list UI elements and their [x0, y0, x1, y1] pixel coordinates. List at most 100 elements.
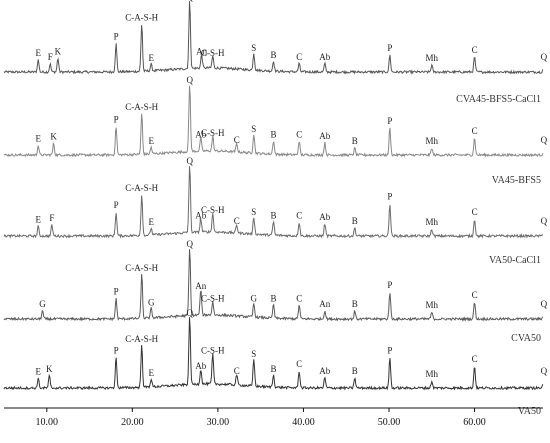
- peak-label: P: [387, 116, 392, 126]
- peak-label: P: [387, 345, 392, 355]
- peak-label: C-A-S-H: [125, 12, 158, 22]
- peak-label: C-S-H: [201, 345, 225, 355]
- peak-label: Ab: [195, 361, 206, 371]
- peak-label: P: [387, 43, 392, 53]
- peak-label: C-A-S-H: [125, 334, 158, 344]
- peak-label: E: [35, 367, 41, 377]
- peak-label: C-S-H: [201, 128, 225, 138]
- series-name-label: CVA45-BFS5-CaCl1: [456, 94, 541, 105]
- peak-label: E: [148, 53, 154, 63]
- x-tick-label: 10.00: [36, 417, 59, 428]
- peak-label: C-S-H: [201, 48, 225, 58]
- peak-label: Q: [186, 239, 193, 249]
- peak-label: Q: [541, 52, 548, 62]
- traces-group: EFKPC-A-S-HEQAnC-S-HSBCAbPMhCQCVA45-BFS5…: [3, 0, 548, 417]
- peak-label: B: [270, 50, 276, 60]
- peak-label: C: [472, 354, 478, 364]
- peak-label: Q: [541, 135, 548, 145]
- series-name-label: VA50-CaCl1: [489, 255, 541, 266]
- peak-label: E: [148, 217, 154, 227]
- x-tick-label: 40.00: [292, 417, 315, 428]
- peak-label: Ab: [195, 129, 206, 139]
- peak-label: Q: [186, 308, 193, 318]
- peak-label: B: [352, 366, 358, 376]
- x-tick-label: 30.00: [207, 417, 230, 428]
- peak-label: Mh: [426, 53, 439, 63]
- peak-label: Ab: [319, 131, 330, 141]
- peak-label: C-A-S-H: [125, 263, 158, 273]
- peak-label: S: [251, 124, 256, 134]
- peak-label: P: [114, 345, 119, 355]
- trace-line: [3, 85, 544, 158]
- peak-label: E: [35, 215, 41, 225]
- trace-line: [3, 1, 544, 76]
- peak-label: G: [251, 293, 258, 303]
- peak-label: K: [46, 364, 53, 374]
- peak-label: K: [50, 131, 57, 141]
- peak-label: C: [296, 52, 302, 62]
- x-ticks: 10.00 20.00 30.00 40.00 50.00 60.00: [36, 408, 486, 428]
- series-name-label: VA50: [518, 406, 541, 417]
- peak-label: Ab: [319, 212, 330, 222]
- peak-label: Q: [541, 216, 548, 226]
- peak-label: C: [296, 210, 302, 220]
- peak-label: Q: [541, 299, 548, 309]
- peak-label: C: [472, 126, 478, 136]
- peak-label: P: [387, 191, 392, 201]
- peak-label: C: [472, 45, 478, 55]
- x-tick-label: 50.00: [378, 417, 401, 428]
- peak-label: S: [251, 43, 256, 53]
- peak-label: C: [234, 216, 240, 226]
- peak-label: E: [35, 134, 41, 144]
- series-name-label: VA45-BFS5: [492, 175, 541, 186]
- peak-label: B: [270, 293, 276, 303]
- peak-label: E: [148, 368, 154, 378]
- peak-label: P: [114, 287, 119, 297]
- peak-label: G: [148, 298, 155, 308]
- x-tick-label: 60.00: [463, 417, 486, 428]
- trace-line: [3, 249, 544, 322]
- peak-label: F: [48, 52, 53, 62]
- peak-label: Q: [186, 75, 193, 85]
- peak-label: Mh: [426, 217, 439, 227]
- peak-label: C-S-H: [201, 293, 225, 303]
- trace-line: [3, 317, 544, 391]
- peak-label: C: [234, 366, 240, 376]
- peak-label: C: [296, 359, 302, 369]
- peak-label: C-A-S-H: [125, 183, 158, 193]
- peak-label: E: [35, 48, 41, 58]
- peak-label: C-S-H: [201, 205, 225, 215]
- peak-label: B: [352, 136, 358, 146]
- peak-label: B: [352, 216, 358, 226]
- peak-label: C-A-S-H: [125, 102, 158, 112]
- peak-label: Mh: [426, 369, 439, 379]
- peak-label: C: [472, 290, 478, 300]
- peak-label: Mh: [426, 300, 439, 310]
- peak-label: Q: [541, 366, 548, 376]
- series-name-label: CVA50: [511, 333, 541, 344]
- peak-label: An: [195, 281, 206, 291]
- peak-label: B: [352, 299, 358, 309]
- x-tick-label: 20.00: [121, 417, 144, 428]
- peak-label: An: [319, 299, 330, 309]
- peak-label: B: [270, 364, 276, 374]
- peak-label: S: [251, 207, 256, 217]
- peak-label: Q: [186, 0, 193, 2]
- peak-label: C: [234, 135, 240, 145]
- peak-label: E: [148, 136, 154, 146]
- peak-label: Ab: [195, 210, 206, 220]
- peak-label: Ab: [319, 52, 330, 62]
- peak-label: S: [251, 349, 256, 359]
- peak-label: Q: [186, 156, 193, 166]
- peak-label: C: [296, 129, 302, 139]
- x-axis: 10.00 20.00 30.00 40.00 50.00 60.00: [4, 407, 543, 428]
- peak-label: P: [114, 200, 119, 210]
- peak-label: F: [49, 213, 54, 223]
- peak-label: Ab: [319, 366, 330, 376]
- peak-label: C: [472, 207, 478, 217]
- peak-label: B: [270, 210, 276, 220]
